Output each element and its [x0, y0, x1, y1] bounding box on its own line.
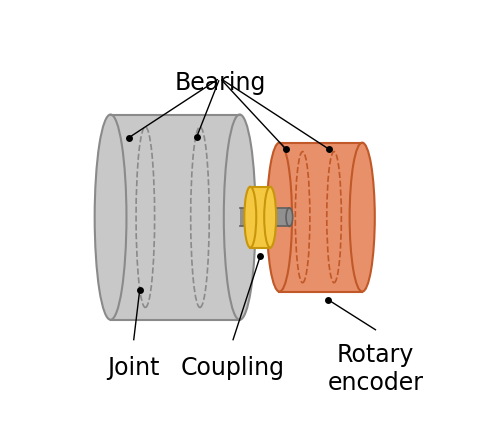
Bar [240, 208, 290, 227]
Ellipse shape [244, 187, 256, 248]
Text: Coupling: Coupling [181, 356, 285, 380]
Ellipse shape [286, 208, 292, 227]
Bar [280, 143, 362, 292]
Ellipse shape [94, 114, 126, 320]
Text: Bearing: Bearing [174, 71, 266, 95]
Ellipse shape [264, 187, 276, 248]
Ellipse shape [350, 143, 375, 292]
Ellipse shape [267, 143, 292, 292]
Bar [250, 187, 270, 248]
Ellipse shape [224, 114, 256, 320]
Bar [110, 114, 240, 320]
Text: Joint: Joint [108, 356, 160, 380]
Text: Rotary
encoder: Rotary encoder [328, 343, 424, 395]
